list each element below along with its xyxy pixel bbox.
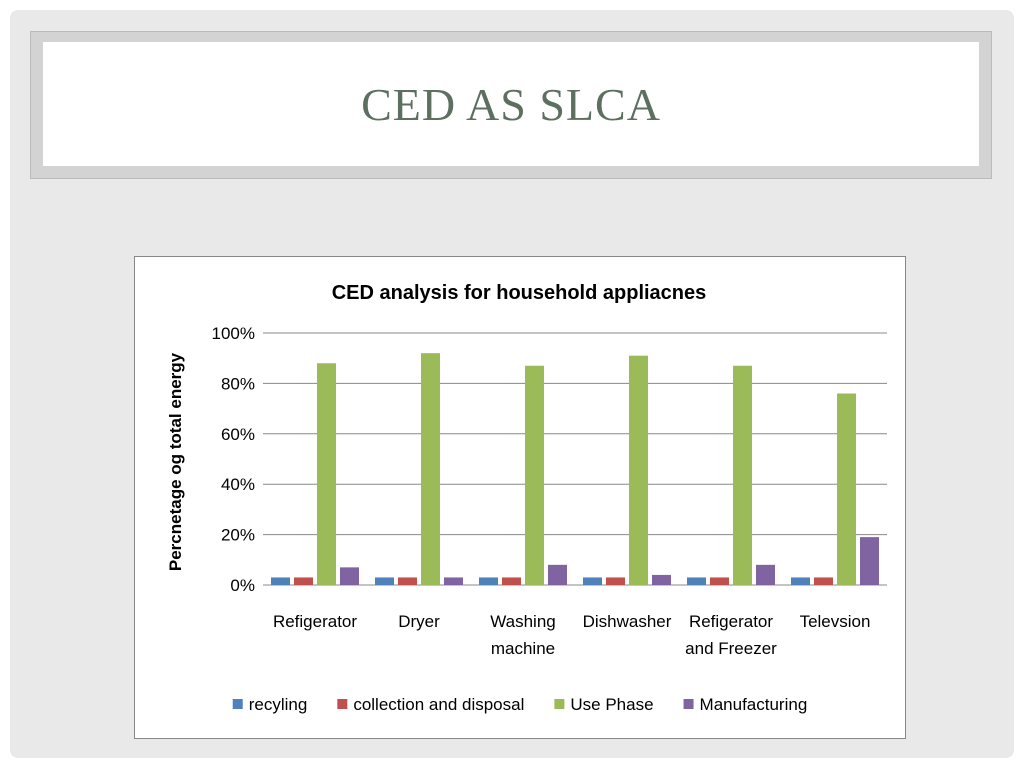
bar-use-phase [837,393,856,585]
bar-collection-and-disposal [606,577,625,585]
y-tick-label: 20% [221,526,255,545]
bar-use-phase [525,365,544,585]
x-tick-label: Refigerator [273,612,357,631]
x-tick-label: Dryer [398,612,440,631]
y-tick-label: 80% [221,374,255,393]
legend-swatch [683,699,694,709]
bar-recyling [479,577,498,585]
bar-collection-and-disposal [502,577,521,585]
slide-title: CED AS SLCA [361,78,661,130]
bar-recyling [583,577,602,585]
y-tick-label: 40% [221,475,255,494]
y-tick-label: 0% [230,576,255,595]
bar-chart: CED analysis for household appliacnes Pe… [166,282,887,714]
chart-title: CED analysis for household appliacnes [332,282,707,304]
y-tick-label: 100% [212,324,255,343]
bar-use-phase [629,355,648,585]
x-tick-label: Washing [490,612,556,631]
bar-collection-and-disposal [294,577,313,585]
y-axis-label: Percnetage og total energy [166,352,185,571]
bar-collection-and-disposal [398,577,417,585]
legend-label: Use Phase [570,695,653,714]
legend-swatch [554,699,565,709]
legend-swatch [337,699,348,709]
legend-label: collection and disposal [353,695,524,714]
bar-manufacturing [444,577,463,585]
bar-collection-and-disposal [814,577,833,585]
x-tick-label: and Freezer [685,639,777,658]
bar-manufacturing [340,567,359,585]
bar-use-phase [733,365,752,585]
legend-swatch [232,699,243,709]
bar-use-phase [421,353,440,585]
title-frame: CED AS SLCA [30,31,992,179]
bar-recyling [271,577,290,585]
y-tick-label: 60% [221,425,255,444]
x-tick-label: Televsion [800,612,871,631]
x-tick-label: Refigerator [689,612,773,631]
title-panel: CED AS SLCA [43,42,979,166]
bar-use-phase [317,363,336,585]
bar-manufacturing [756,564,775,585]
bar-recyling [791,577,810,585]
x-tick-label: machine [491,639,555,658]
bar-manufacturing [652,574,671,585]
legend-label: Manufacturing [700,695,808,714]
bar-recyling [375,577,394,585]
bar-manufacturing [860,537,879,585]
x-tick-label: Dishwasher [583,612,672,631]
bar-collection-and-disposal [710,577,729,585]
chart-frame: CED analysis for household appliacnes Pe… [134,256,906,739]
bar-manufacturing [548,564,567,585]
legend-label: recyling [249,695,308,714]
bar-recyling [687,577,706,585]
